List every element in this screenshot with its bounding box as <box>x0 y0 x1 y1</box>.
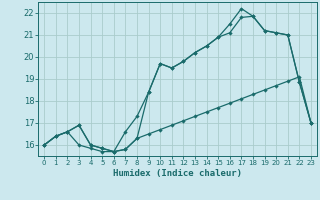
X-axis label: Humidex (Indice chaleur): Humidex (Indice chaleur) <box>113 169 242 178</box>
